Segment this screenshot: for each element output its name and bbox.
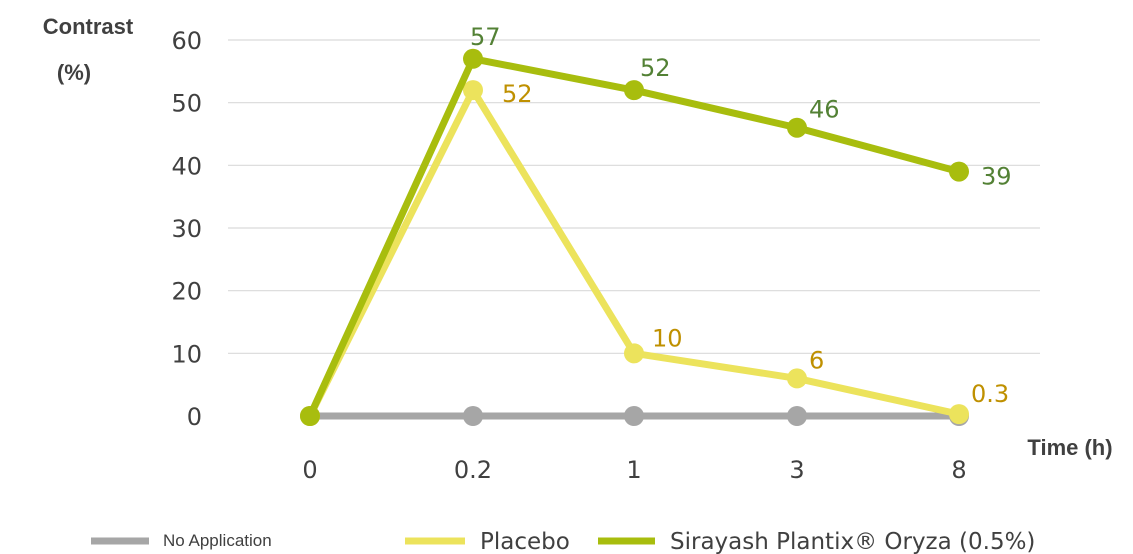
data-point [463,406,483,426]
data-label: 10 [652,324,683,352]
x-tick-label: 1 [626,456,641,484]
data-point [463,80,483,101]
x-tick-labels: 0 0.2 1 3 8 [302,456,966,484]
data-point [624,80,644,101]
data-point [463,48,483,69]
data-point [787,406,807,426]
data-point [300,406,320,426]
data-point [949,161,969,182]
legend-label-sirayash: Sirayash Plantix® Oryza (0.5%) [670,529,1035,554]
y-axis-title-line1: Contrast [43,14,134,39]
x-tick-label: 0.2 [454,456,492,484]
gridlines [228,39,1040,354]
y-tick-labels: 0 10 20 30 40 50 60 [171,27,202,431]
x-tick-label: 0 [302,456,317,484]
data-label: 52 [502,80,533,108]
data-label: 6 [809,346,824,374]
data-label: 39 [981,163,1012,191]
x-tick-label: 8 [951,456,966,484]
y-tick-label: 10 [171,340,202,368]
data-label: 46 [809,96,840,124]
data-point [787,117,807,138]
data-labels: 52 10 6 0.3 57 52 46 39 [470,23,1012,408]
data-label: 57 [470,23,501,51]
y-tick-label: 30 [171,215,202,243]
data-point [787,368,807,389]
y-tick-label: 60 [171,27,202,55]
data-label: 52 [640,54,671,82]
x-tick-label: 3 [789,456,804,484]
data-point [949,404,969,425]
y-tick-label: 0 [187,403,202,431]
x-axis-title: Time (h) [1027,435,1112,460]
data-point [624,406,644,426]
series-line-1 [306,86,963,420]
y-tick-label: 40 [171,152,202,180]
legend: No Application Placebo Sirayash Plantix®… [91,529,1035,554]
y-axis-title-line2: (%) [57,60,91,85]
y-tick-label: 20 [171,278,202,306]
data-label: 0.3 [971,380,1009,408]
legend-label-placebo: Placebo [480,529,570,554]
legend-label-no-application: No Application [163,531,272,550]
series-group [300,48,969,426]
data-point [624,343,644,364]
y-tick-label: 50 [171,90,202,118]
